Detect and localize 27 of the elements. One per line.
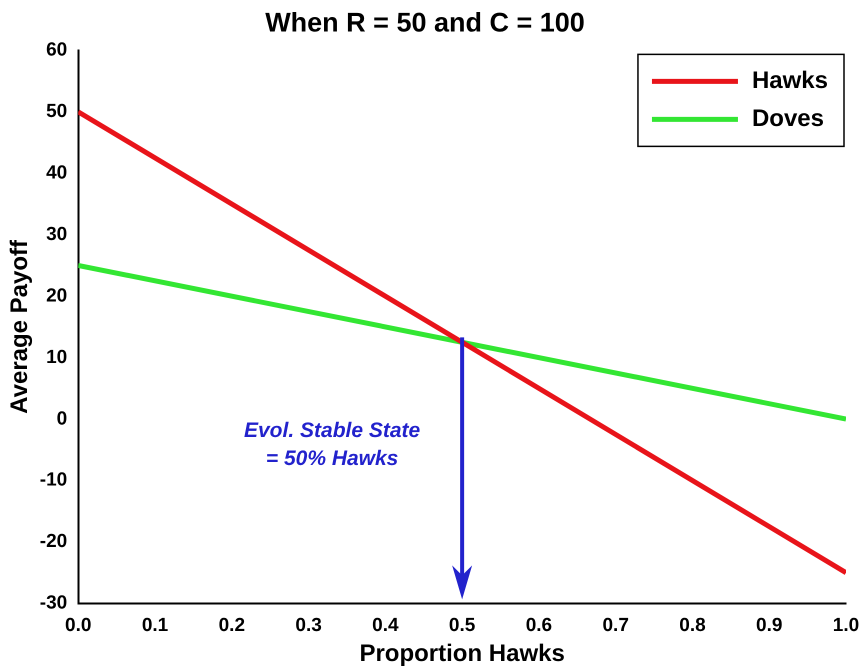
legend-label: Hawks xyxy=(752,67,828,94)
x-tick-label: 0.9 xyxy=(756,615,782,636)
y-tick-label: -30 xyxy=(40,592,68,614)
x-tick-label: 0.1 xyxy=(142,615,169,636)
legend-label: Doves xyxy=(752,105,824,132)
x-tick-label: 0.7 xyxy=(602,615,629,636)
y-axis-title: Average Payoff xyxy=(6,238,34,414)
x-tick-label: 0.2 xyxy=(218,615,246,636)
x-tick-label: 0.3 xyxy=(295,615,322,636)
y-tick-label: -20 xyxy=(40,531,68,552)
y-tick-label: 10 xyxy=(46,346,68,368)
x-tick-label: 0.5 xyxy=(448,615,476,636)
y-tick-label: 20 xyxy=(46,285,68,306)
chart-title: When R = 50 and C = 100 xyxy=(265,8,585,38)
y-tick-label: 40 xyxy=(46,162,68,184)
y-tick-label: 0 xyxy=(56,408,68,430)
x-tick-label: 1.0 xyxy=(832,615,860,636)
y-tick-label: -10 xyxy=(40,470,68,491)
y-tick-label: 30 xyxy=(46,224,68,245)
x-tick-label: 0.4 xyxy=(372,615,399,636)
x-tick-label: 0.6 xyxy=(526,615,552,636)
x-tick-label: 0.0 xyxy=(65,615,92,636)
x-axis-title: Proportion Hawks xyxy=(359,640,565,668)
y-tick-label: 50 xyxy=(46,101,68,122)
y-tick-label: 60 xyxy=(46,40,68,61)
annotation: Evol. Stable State = 50% Hawks xyxy=(243,418,422,472)
x-tick-label: 0.8 xyxy=(679,615,706,636)
